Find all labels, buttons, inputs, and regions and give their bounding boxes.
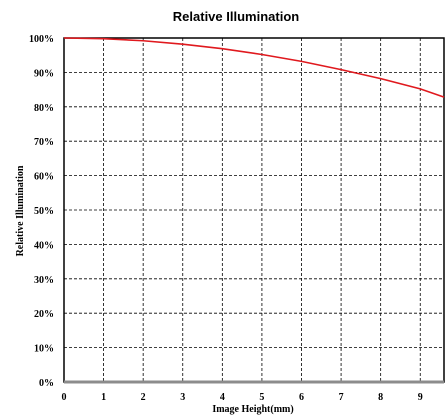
chart-title: Relative Illumination: [173, 9, 299, 24]
x-tick-label-6: 6: [299, 392, 304, 403]
y-tick-label-4: 40%: [34, 240, 54, 251]
y-tick-label-10: 100%: [29, 34, 54, 45]
y-tick-label-9: 90%: [34, 68, 54, 79]
y-tick-label-2: 20%: [34, 309, 54, 320]
x-axis-label: Image Height(mm): [212, 404, 293, 415]
x-tick-label-0: 0: [62, 392, 67, 403]
x-tick-label-8: 8: [378, 392, 383, 403]
tick-labels: 0 1 2 3 4 5 6 7 8 90%10%20%30%40%50%60%70%80%90%1…: [29, 34, 423, 403]
y-tick-label-5: 50%: [34, 206, 54, 217]
x-tick-label-5: 5: [259, 392, 264, 403]
x-tick-label-3: 3: [180, 392, 185, 403]
y-tick-label-3: 30%: [34, 275, 54, 286]
x-tick-label-9: 9: [418, 392, 423, 403]
series-line-relative-illumination: [63, 37, 445, 98]
grid-lines: [64, 38, 444, 382]
x-tick-label-1: 1: [101, 392, 106, 403]
x-tick-label-2: 2: [141, 392, 146, 403]
x-tick-label-7: 7: [339, 392, 344, 403]
y-tick-label-8: 80%: [34, 103, 54, 114]
y-tick-label-1: 10%: [34, 344, 54, 355]
y-tick-label-0: 0%: [39, 378, 54, 389]
y-tick-label-6: 60%: [34, 172, 54, 183]
y-axis-label: Relative Illumination: [15, 165, 26, 256]
y-tick-label-7: 70%: [34, 137, 54, 148]
x-tick-label-4: 4: [220, 392, 225, 403]
